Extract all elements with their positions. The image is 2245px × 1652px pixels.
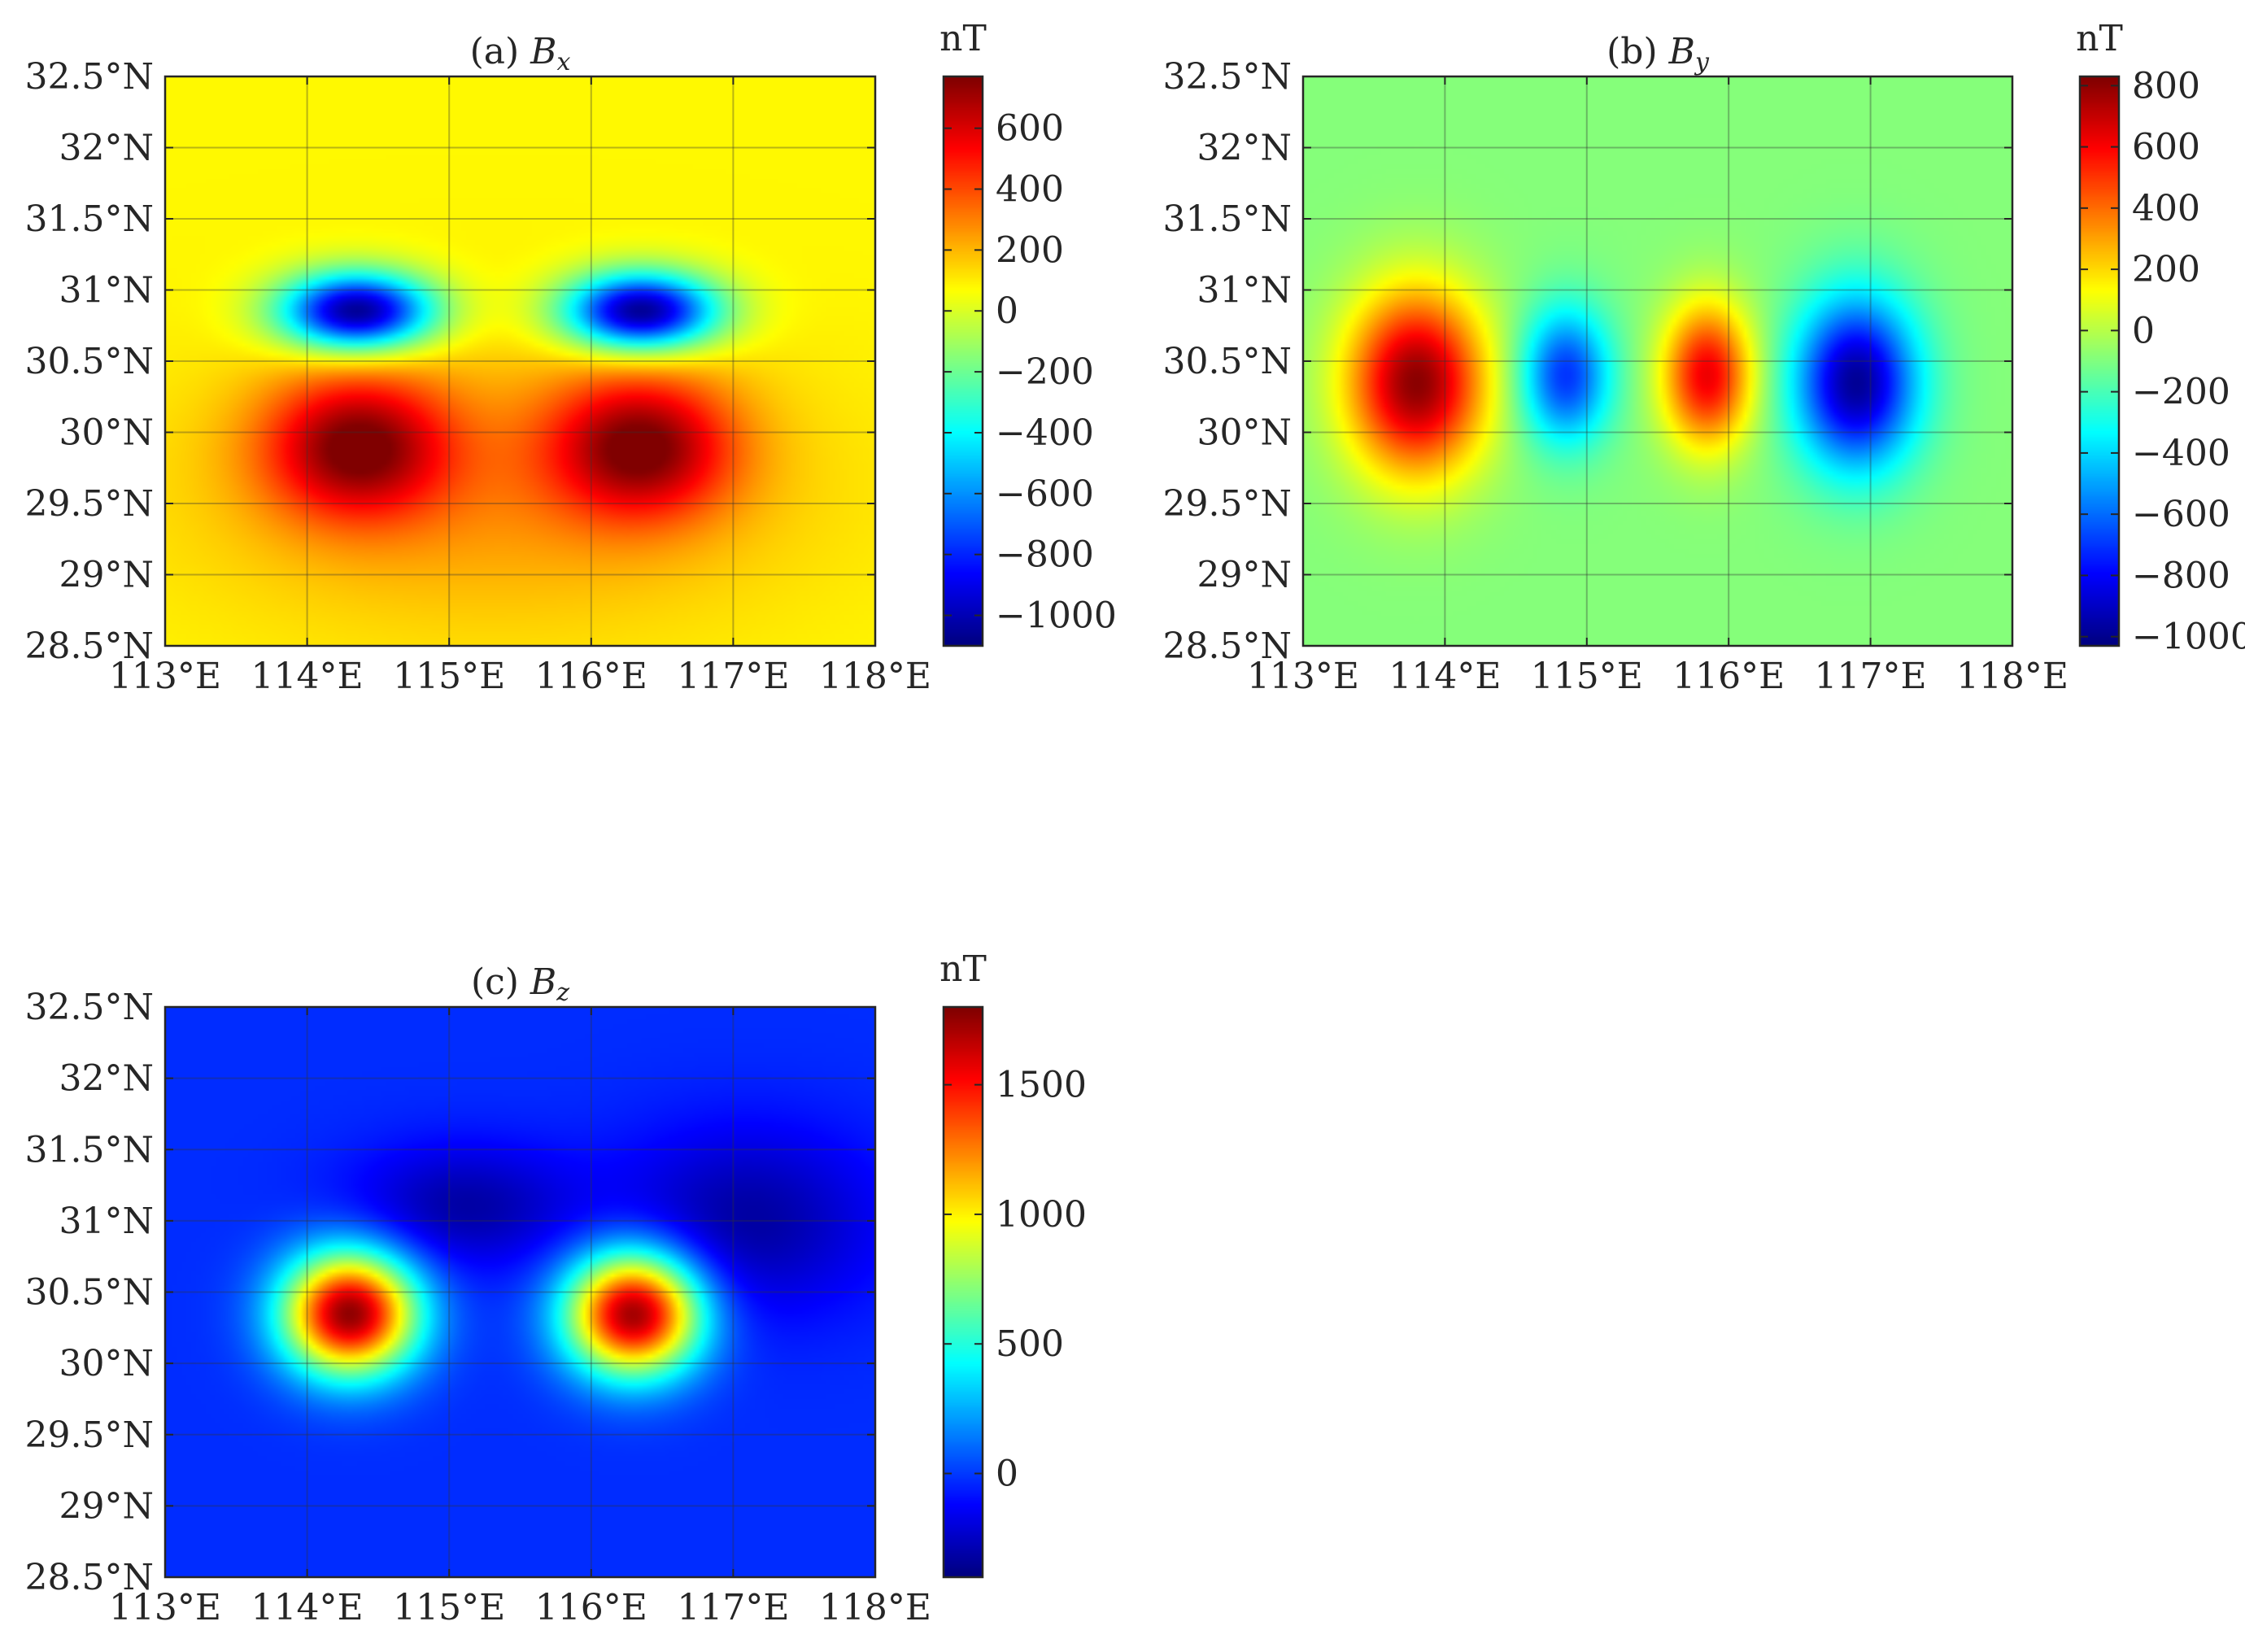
y-tick-label: 32°N [1197,128,1293,169]
colorbar-tick-label: 400 [996,169,1064,211]
x-tick-label: 116°E [535,1587,647,1628]
y-tick-label: 29°N [59,1485,155,1527]
colorbar-tick-label: −1000 [996,595,1117,637]
colorbar-tick-label: −800 [996,534,1094,576]
colorbar-tick-label: 1000 [996,1194,1087,1236]
colorbar-tick-label: −800 [2132,555,2230,596]
title-subscript: y [1694,48,1710,76]
x-tick-label: 116°E [535,656,647,697]
colorbar-tick-label: 200 [996,229,1064,271]
y-tick-label: 29.5°N [25,1414,154,1456]
title-subscript: z [556,979,569,1007]
x-tick-label: 114°E [251,1587,364,1628]
x-tick-label: 114°E [251,656,364,697]
chart-panel-c: 113°E 114°E 115°E 116°E 117°E 118°E 32.5°N 32°N… [25,948,1087,1628]
y-tick-label: 32°N [59,1058,155,1100]
y-tick-label: 31.5°N [1163,198,1292,240]
y-tick-label: 31.5°N [25,198,154,240]
colorbar [944,1007,983,1577]
chart-title: (b) By [1606,31,1710,76]
title-prefix: (b) [1606,31,1668,72]
y-tick-label: 30°N [1197,412,1293,454]
colorbar-tick-label: 800 [2132,65,2200,107]
colorbar-frame [942,75,984,647]
y-tick-label: 29.5°N [1163,483,1292,525]
title-symbol: B [530,961,556,1003]
title-symbol: B [1668,31,1695,72]
colorbar-tick-label: 0 [996,1454,1018,1495]
y-tick-label: 30.5°N [25,341,154,382]
x-tick-label: 115°E [393,656,505,697]
x-tick-label: 113°E [109,1587,221,1628]
x-tick-label: 118°E [1956,656,2068,697]
y-tick-label: 28.5°N [25,625,154,667]
colorbar-tick-label: −600 [996,473,1094,515]
colorbar-tick-label: 400 [2132,188,2200,229]
x-tick-label: 117°E [677,1587,789,1628]
colorbar-tick-label: 1500 [996,1065,1087,1106]
y-tick-label: 30°N [59,1343,155,1384]
colorbar-frame [2078,75,2121,647]
colorbar [944,76,983,646]
x-tick-label: 117°E [1815,656,1927,697]
y-tick-label: 28.5°N [25,1557,154,1598]
y-tick-label: 30.5°N [25,1272,154,1314]
x-tick-label: 116°E [1672,656,1785,697]
colorbar-tick-label: −1000 [2132,617,2245,658]
y-tick-label: 32.5°N [25,56,154,98]
chart-title: (a) Bx [470,31,571,76]
x-tick-label: 113°E [109,656,221,697]
colorbar-unit-label: nT [2076,18,2123,59]
colorbar-tick-label: −200 [2132,372,2230,413]
colorbar-tick-label: −400 [996,412,1094,454]
colorbar-tick-label: 0 [2132,310,2155,351]
y-tick-label: 29.5°N [25,483,154,525]
title-symbol: B [530,31,556,72]
chart-panel-a: 113°E 114°E 115°E 116°E 117°E 118°E 32.5°N 32°N… [25,18,1117,697]
heatmap-image [1303,76,2012,646]
y-tick-label: 28.5°N [1163,625,1292,667]
y-tick-label: 32.5°N [25,987,154,1028]
y-tick-label: 31.5°N [25,1129,154,1170]
x-tick-label: 118°E [819,656,931,697]
heatmap-image [165,76,875,646]
colorbar-tick-label: 200 [2132,249,2200,290]
x-tick-label: 114°E [1388,656,1501,697]
title-prefix: (c) [471,961,530,1003]
chart-panel-b: 113°E 114°E 115°E 116°E 117°E 118°E 32.5°N 32°N… [1163,18,2245,697]
colorbar-tick-label: −400 [2132,433,2230,474]
x-tick-label: 117°E [677,656,789,697]
colorbar-tick-label: 600 [2132,127,2200,168]
title-subscript: x [556,48,570,76]
y-tick-label: 30°N [59,412,155,454]
x-tick-label: 113°E [1247,656,1359,697]
colorbar [2080,76,2119,646]
colorbar-frame [942,1005,984,1579]
colorbar-tick-label: −200 [996,351,1094,393]
y-tick-label: 31°N [59,270,155,312]
y-tick-label: 29°N [59,555,155,596]
x-tick-label: 115°E [393,1587,505,1628]
y-tick-label: 31°N [1197,270,1293,312]
x-tick-label: 118°E [819,1587,931,1628]
y-tick-label: 31°N [59,1201,155,1242]
x-tick-label: 115°E [1531,656,1643,697]
title-prefix: (a) [470,31,531,72]
colorbar-tick-label: 500 [996,1323,1064,1365]
colorbar-tick-label: 0 [996,290,1018,332]
chart-title: (c) Bz [471,961,569,1007]
y-tick-label: 30.5°N [1163,341,1292,382]
y-tick-label: 32.5°N [1163,56,1292,98]
y-tick-label: 32°N [59,128,155,169]
colorbar-unit-label: nT [939,18,987,59]
colorbar-tick-label: −600 [2132,494,2230,535]
y-tick-label: 29°N [1197,555,1293,596]
colorbar-tick-label: 600 [996,108,1064,150]
heatmap-image [165,1007,875,1577]
colorbar-unit-label: nT [939,948,987,990]
